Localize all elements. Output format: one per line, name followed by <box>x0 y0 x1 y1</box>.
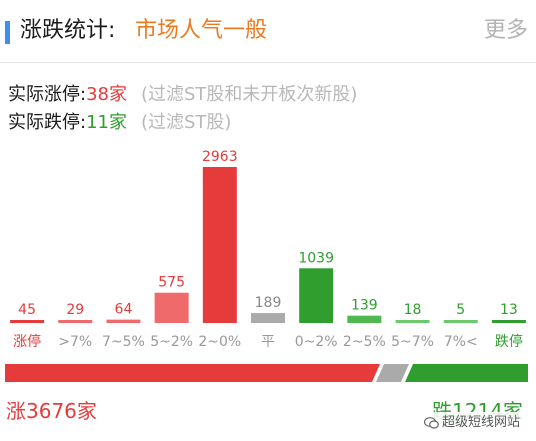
chart-bar <box>347 315 382 323</box>
chart-bar <box>251 313 285 323</box>
limit-up-stat: 实际涨停:38家 (过滤ST股和未开板次新股) <box>8 82 357 108</box>
limit-down-note: (过滤ST股) <box>140 112 232 133</box>
panel-header: 涨跌统计: 市场人气一般 更多 <box>0 0 536 63</box>
category-label: 7%< <box>444 334 478 350</box>
more-link[interactable]: 更多 <box>483 18 528 43</box>
category-label: 涨停 <box>13 333 41 350</box>
limit-up-label: 实际涨停: <box>8 84 87 105</box>
chart-bar <box>443 320 478 323</box>
category-label: 平 <box>261 334 275 350</box>
flat-segment <box>376 364 410 382</box>
ratio-bar-canvas <box>5 364 528 382</box>
bar-value-label: 45 <box>18 302 36 318</box>
fall-segment <box>405 364 528 382</box>
limit-up-note: (过滤ST股和未开板次新股) <box>140 84 358 105</box>
rise-count-summary: 涨3676家 <box>6 399 97 423</box>
limit-down-label: 实际跌停: <box>8 112 87 133</box>
chart-bar <box>491 320 526 323</box>
bar-value-label: 575 <box>158 275 185 291</box>
bar-value-label: 18 <box>404 302 422 318</box>
category-label: 2~5% <box>343 334 386 350</box>
chart-bar <box>58 320 93 323</box>
chart-bar <box>10 320 45 323</box>
bar-value-label: 139 <box>351 298 378 314</box>
bar-value-label: 5 <box>456 302 465 318</box>
bar-value-label: 1039 <box>298 250 334 266</box>
category-label: 跌停 <box>495 333 523 350</box>
category-label: 7~5% <box>102 334 145 350</box>
market-sentiment-label: 市场人气一般 <box>135 18 268 43</box>
panel-title: 涨跌统计: <box>20 18 116 43</box>
rise-fall-ratio-bar <box>5 364 528 382</box>
category-label: 2~0% <box>198 334 241 350</box>
chart-bar <box>106 319 141 323</box>
watermark-text: 超级短线网站 <box>442 415 521 430</box>
limit-down-value: 11家 <box>86 112 127 133</box>
limit-down-stat: 实际跌停:11家 (过滤ST股) <box>8 110 231 136</box>
chart-bar <box>395 320 430 323</box>
chart-bar <box>299 268 334 323</box>
rise-fall-distribution-chart: 45 涨停 29 >7% 64 7~5% 575 5~2% 2963 2~0% 189 平 1039 0~… <box>0 149 536 365</box>
category-label: 0~2% <box>295 334 338 350</box>
category-label: >7% <box>58 334 92 350</box>
watermark: 超级短线网站 <box>420 412 528 434</box>
category-label: 5~7% <box>391 334 434 350</box>
wechat-icon <box>424 416 439 429</box>
chart-bar <box>154 292 189 323</box>
rise-segment <box>5 364 381 382</box>
bar-value-label: 29 <box>66 302 84 318</box>
category-label: 5~2% <box>150 334 193 350</box>
bar-value-label: 189 <box>255 295 282 311</box>
chart-bar <box>202 167 237 323</box>
bar-value-label: 13 <box>500 302 518 318</box>
bar-value-label: 64 <box>115 302 133 318</box>
limit-up-value: 38家 <box>86 84 127 105</box>
bar-value-label: 2963 <box>202 150 238 165</box>
header-accent-bar <box>5 21 10 44</box>
chart-canvas: 45 涨停 29 >7% 64 7~5% 575 5~2% 2963 2~0% 189 平 1039 0~… <box>10 149 526 350</box>
